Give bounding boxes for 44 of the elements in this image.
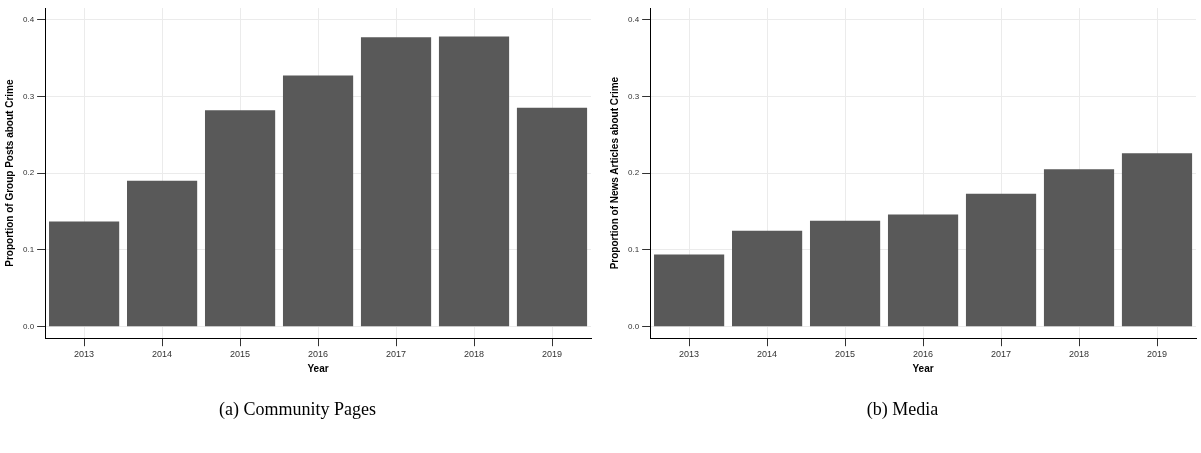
x-tick-label: 2015 <box>230 349 251 360</box>
bar <box>887 214 959 327</box>
bar <box>732 230 803 327</box>
y-axis-title: Proportion of News Articles about Crime <box>608 76 620 270</box>
bar <box>654 254 725 327</box>
y-tick-label: 0.1 <box>628 245 640 255</box>
x-tick-label: 2015 <box>835 349 856 360</box>
text: (b) Media <box>865 399 940 420</box>
y-tick-label: 0.2 <box>628 168 640 178</box>
y-tick-label: 0.3 <box>628 91 640 101</box>
bar <box>1121 153 1193 327</box>
bar <box>360 37 432 327</box>
x-tick-label: 2016 <box>913 349 934 360</box>
bar <box>809 220 881 327</box>
x-tick-label: 2014 <box>757 349 778 360</box>
bar <box>438 36 510 327</box>
y-tick-label: 0.4 <box>628 14 640 24</box>
bar <box>1043 169 1115 327</box>
x-tick-label: 2013 <box>74 349 95 360</box>
x-axis-title: Year <box>307 362 329 374</box>
y-tick-label: 0.3 <box>23 91 35 101</box>
x-axis-title: Year <box>912 362 934 374</box>
y-tick-label: 0.0 <box>628 321 640 331</box>
y-tick-label: 0.4 <box>23 14 35 24</box>
bar <box>49 221 120 327</box>
bar <box>965 193 1037 327</box>
bar <box>127 180 198 327</box>
y-tick-label: 0.0 <box>23 321 35 331</box>
bar <box>282 75 354 327</box>
x-tick-label: 2016 <box>308 349 329 360</box>
text: (a) Community Pages <box>218 399 377 420</box>
x-tick-label: 2017 <box>991 349 1012 360</box>
x-tick-label: 2014 <box>152 349 173 360</box>
x-tick-label: 2019 <box>541 349 563 360</box>
x-tick-label: 2013 <box>679 349 700 360</box>
bar <box>516 107 588 327</box>
x-tick-label: 2018 <box>1069 349 1090 360</box>
x-tick-label: 2018 <box>464 349 485 360</box>
bar <box>204 110 276 327</box>
y-tick-label: 0.1 <box>23 245 35 255</box>
y-tick-label: 0.2 <box>23 168 35 178</box>
x-tick-label: 2017 <box>386 349 407 360</box>
x-tick-label: 2019 <box>1146 349 1168 360</box>
y-axis-title: Proportion of Group Posts about Crime <box>3 79 15 267</box>
